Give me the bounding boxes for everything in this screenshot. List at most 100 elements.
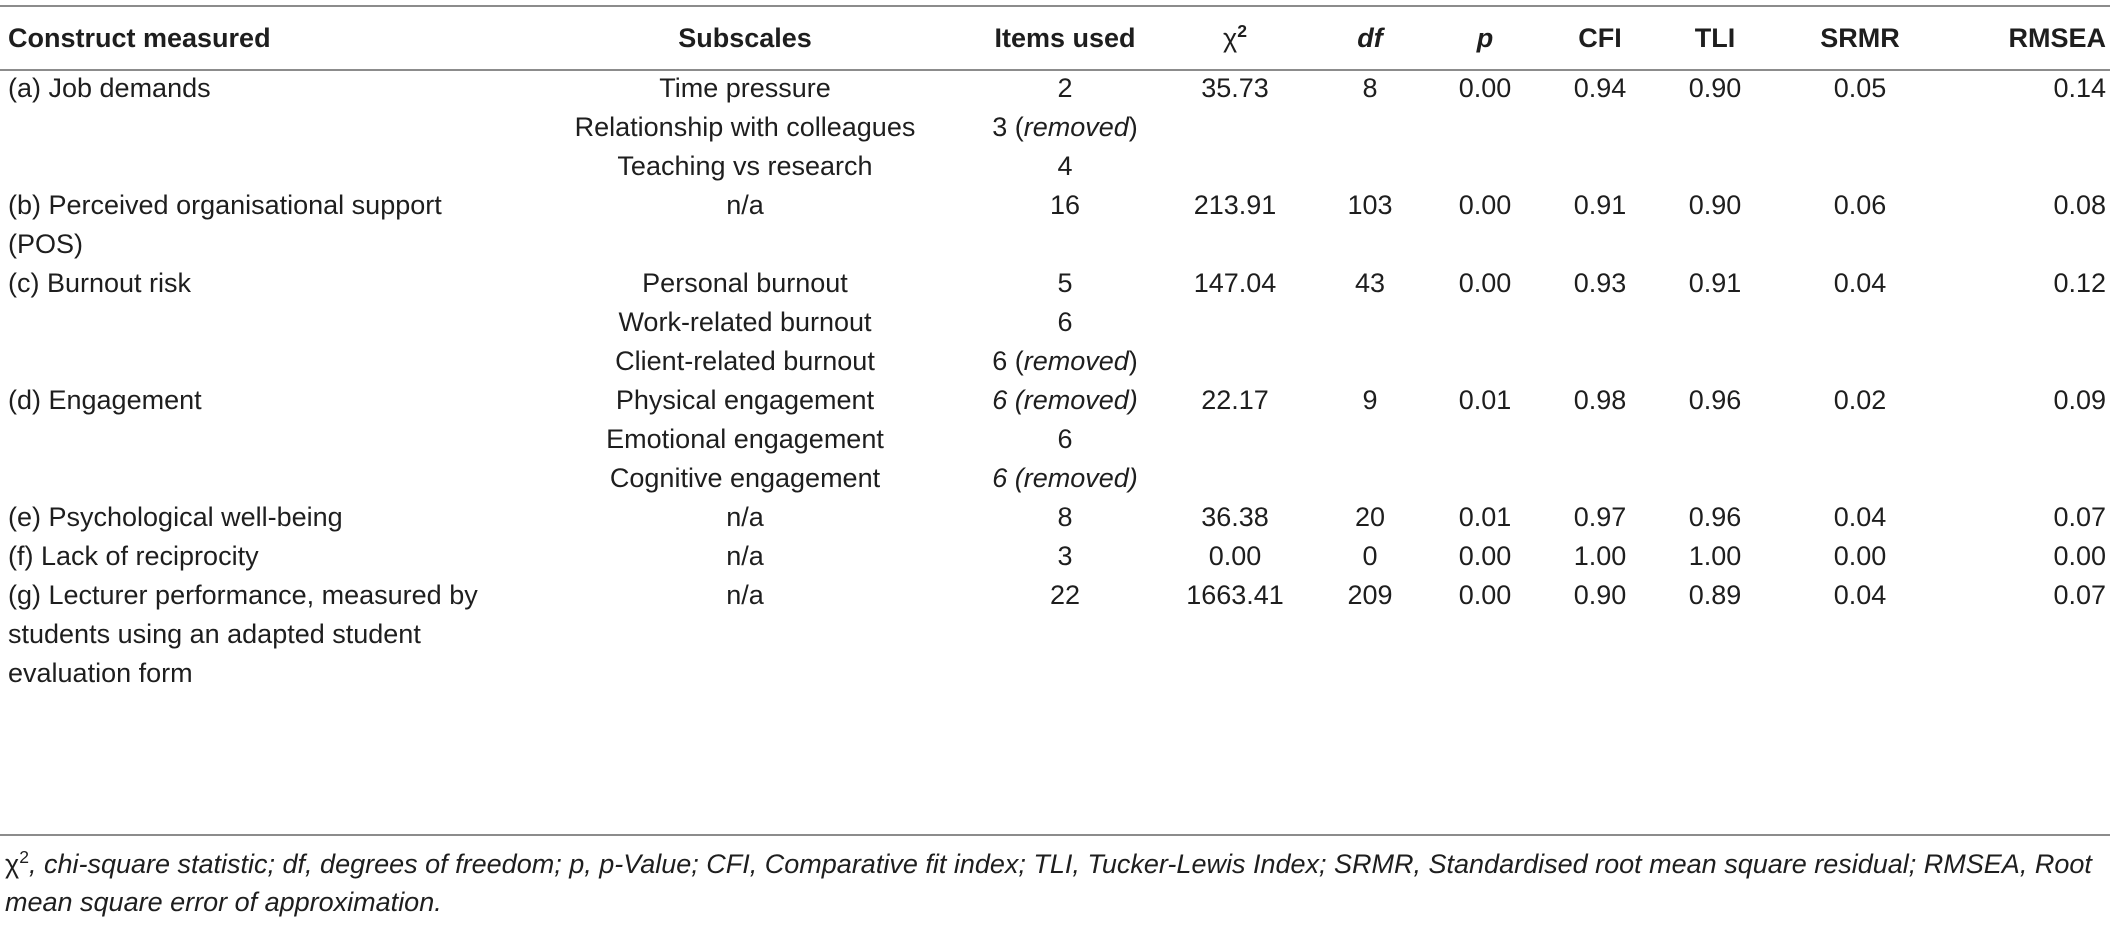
cell-srmr: 0.02: [1833, 385, 1887, 415]
fit-indices-table: Construct measured Subscales Items used …: [0, 7, 2110, 693]
cell-df: [1320, 459, 1420, 498]
items-count: 6 (: [992, 385, 1024, 415]
cell-cfi: 0.91: [1573, 190, 1627, 220]
items-note: removed: [1023, 463, 1129, 493]
cell-srmr: 0.04: [1833, 502, 1887, 532]
cell-chi2: [1150, 459, 1320, 498]
cell-cfi: [1550, 108, 1650, 147]
cell-subscale: Personal burnout: [642, 268, 848, 298]
cell-tli: 0.91: [1688, 268, 1742, 298]
cell-construct: [0, 459, 510, 498]
table-header-row: Construct measured Subscales Items used …: [0, 7, 2110, 69]
table-body: (a) Job demands Time pressure 2 35.73 8 0.00 0…: [0, 69, 2110, 693]
cell-srmr: 0.04: [1833, 268, 1887, 298]
cell-p: [1420, 420, 1550, 459]
cell-subscale: n/a: [726, 502, 764, 532]
cell-cfi: [1550, 420, 1650, 459]
cell-df: [1320, 108, 1420, 147]
cell-rmsea: 0.07: [2053, 580, 2106, 610]
table-row: (b) Perceived organisational support (PO…: [0, 186, 2110, 264]
items-count: 6 (: [992, 463, 1024, 493]
cell-cfi: 0.97: [1573, 502, 1627, 532]
table-row: (a) Job demands Time pressure 2 35.73 8 0.00 0…: [0, 69, 2110, 108]
cell-p: 0.00: [1458, 268, 1512, 298]
cell-p: 0.01: [1458, 502, 1512, 532]
cell-construct: (g) Lecturer performance, measured by st…: [8, 580, 478, 688]
cell-construct: [0, 342, 510, 381]
cell-srmr: [1780, 342, 1940, 381]
cell-construct: (c) Burnout risk: [8, 268, 192, 298]
cell-tli: [1650, 459, 1780, 498]
cell-items: 2: [1057, 73, 1073, 103]
cell-items: 6 (removed): [980, 342, 1150, 381]
cell-subscale: Emotional engagement: [606, 424, 884, 454]
table-footnote: χ2, chi-square statistic; df, degrees of…: [5, 845, 2115, 921]
table-row: Teaching vs research 4: [0, 147, 2110, 186]
cell-cfi: 0.94: [1573, 73, 1627, 103]
cell-df: 0: [1362, 541, 1378, 571]
cell-subscale: Client-related burnout: [615, 346, 875, 376]
cell-rmsea: 0.12: [2053, 268, 2106, 298]
cell-tli: 0.96: [1688, 502, 1742, 532]
cell-rmsea: [1940, 342, 2110, 381]
cell-subscale: n/a: [726, 190, 764, 220]
table-row: Cognitive engagement 6 (removed): [0, 459, 2110, 498]
cell-cfi: [1550, 459, 1650, 498]
table-row: Relationship with colleagues 3 (removed): [0, 108, 2110, 147]
cell-df: 20: [1354, 502, 1386, 532]
cell-chi2: 35.73: [1201, 73, 1269, 103]
cell-subscale: Teaching vs research: [617, 151, 873, 181]
cell-chi2: 1663.41: [1186, 580, 1284, 610]
cell-construct: (e) Psychological well-being: [8, 502, 343, 532]
cell-df: [1320, 420, 1420, 459]
chi-symbol: χ: [1223, 23, 1238, 53]
items-note: removed: [1023, 346, 1129, 376]
cell-p: [1420, 108, 1550, 147]
cell-df: [1320, 147, 1420, 186]
cell-p: 0.00: [1458, 580, 1512, 610]
cell-chi2: 0.00: [1208, 541, 1262, 571]
cell-chi2: [1150, 303, 1320, 342]
cell-tli: [1650, 147, 1780, 186]
cell-srmr: [1780, 108, 1940, 147]
cell-items: 8: [1057, 502, 1073, 532]
table-row: (e) Psychological well-being n/a 8 36.38 20 0…: [0, 498, 2110, 537]
cell-srmr: 0.06: [1833, 190, 1887, 220]
cell-p: [1420, 342, 1550, 381]
cell-items: 6 (removed): [980, 459, 1150, 498]
cell-items: 16: [1049, 190, 1081, 220]
cell-construct: (d) Engagement: [8, 385, 202, 415]
cell-subscale: Time pressure: [659, 73, 831, 103]
cell-rmsea: [1940, 108, 2110, 147]
items-count: 3 (: [992, 112, 1024, 142]
cell-chi2: 22.17: [1201, 385, 1269, 415]
cell-items: 3: [1057, 541, 1073, 571]
cell-p: [1420, 303, 1550, 342]
cell-construct: [0, 420, 510, 459]
cell-srmr: [1780, 459, 1940, 498]
cell-chi2: 36.38: [1201, 502, 1269, 532]
cell-rmsea: [1940, 303, 2110, 342]
items-close: ): [1128, 463, 1138, 493]
cell-subscale: n/a: [726, 580, 764, 610]
chi-superscript: 2: [1237, 21, 1247, 41]
cell-rmsea: 0.14: [2053, 73, 2106, 103]
cell-chi2: [1150, 147, 1320, 186]
header-tli: TLI: [1694, 23, 1736, 53]
cell-chi2: [1150, 420, 1320, 459]
items-note: removed: [1023, 385, 1129, 415]
cell-tli: [1650, 420, 1780, 459]
cell-cfi: 0.90: [1573, 580, 1627, 610]
cell-df: 103: [1347, 190, 1393, 220]
cell-df: [1320, 303, 1420, 342]
cell-subscale: Relationship with colleagues: [574, 112, 916, 142]
cell-p: 0.01: [1458, 385, 1512, 415]
cell-chi2: [1150, 342, 1320, 381]
cell-p: 0.00: [1458, 73, 1512, 103]
footnote-chi-symbol: χ: [5, 849, 20, 879]
table-row: (d) Engagement Physical engagement 6 (remo…: [0, 381, 2110, 420]
table-header-rule: [0, 69, 2110, 71]
cell-tli: [1650, 342, 1780, 381]
cell-subscale: Work-related burnout: [618, 307, 872, 337]
header-construct: Construct measured: [8, 23, 271, 53]
